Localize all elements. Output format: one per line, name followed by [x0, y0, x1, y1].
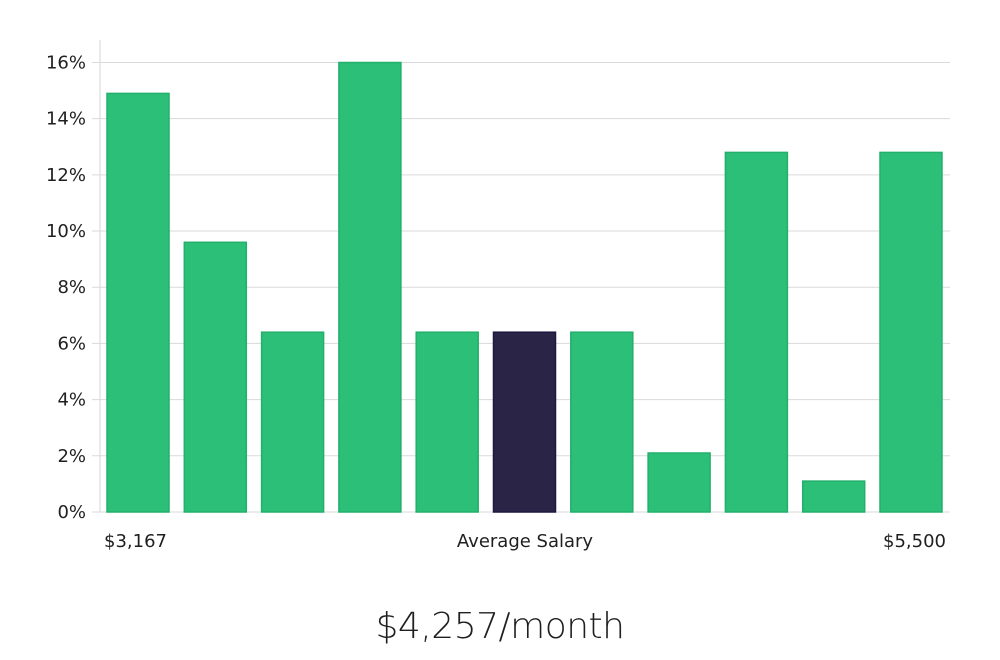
salary-histogram: 0% 2% 4% 6% 8% 10% 12% 14% 16% $3,167 Average Sa…: [46, 40, 950, 552]
bars: [106, 61, 943, 513]
y-tick-label: 16%: [46, 52, 86, 73]
x-label-min: $3,167: [104, 531, 167, 552]
bar: [106, 92, 170, 513]
x-label-average: Average Salary: [457, 531, 594, 552]
bar: [801, 480, 866, 513]
bar: [879, 151, 943, 513]
chart-canvas: 0% 2% 4% 6% 8% 10% 12% 14% 16% $3,167 Average Sa…: [46, 40, 950, 552]
bar: [415, 331, 479, 513]
bar: [570, 331, 634, 513]
y-tick-label: 4%: [57, 390, 86, 411]
y-tick-label: 0%: [57, 502, 86, 523]
average-salary-headline: $4,257/month: [375, 606, 625, 647]
y-tick-label: 10%: [46, 221, 86, 242]
x-label-max: $5,500: [883, 531, 946, 552]
bar: [260, 331, 325, 513]
bar-average-highlight: [492, 331, 557, 513]
bar: [724, 151, 789, 513]
y-axis-ticks: 0% 2% 4% 6% 8% 10% 12% 14% 16%: [46, 52, 86, 523]
x-axis-labels: $3,167 Average Salary $5,500: [104, 531, 946, 552]
bar: [183, 241, 248, 513]
y-tick-label: 2%: [57, 446, 86, 467]
y-tick-label: 12%: [46, 165, 86, 186]
bar: [647, 452, 711, 513]
y-tick-label: 14%: [46, 109, 86, 130]
y-tick-label: 8%: [57, 277, 86, 298]
y-tick-label: 6%: [57, 333, 86, 354]
bar: [338, 61, 402, 513]
